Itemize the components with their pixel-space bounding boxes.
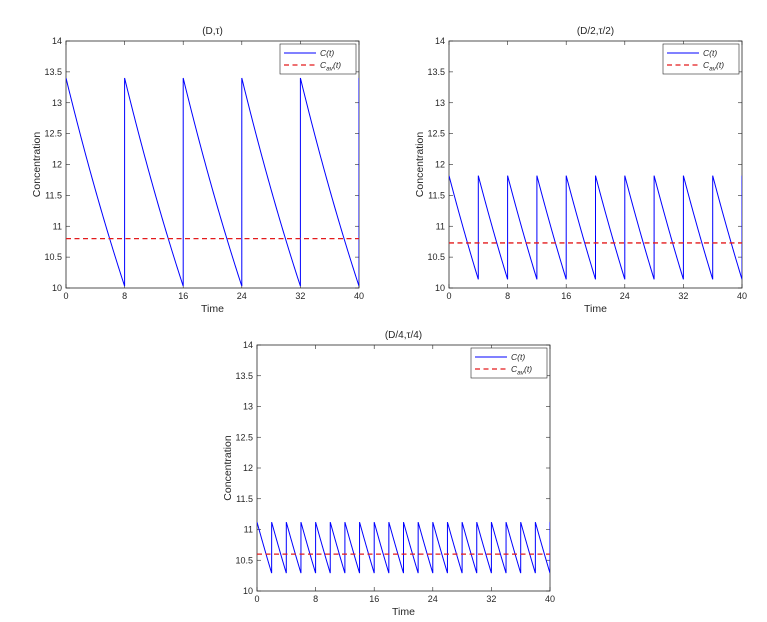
legend-label-arg: (t) <box>524 364 532 374</box>
legend-label-sub: av <box>517 370 525 377</box>
legend-label-arg: (t) <box>333 60 341 70</box>
legend-label: C(t) <box>703 48 717 58</box>
x-tick-label: 40 <box>545 594 555 604</box>
legend-box <box>279 43 357 75</box>
y-tick-label: 10 <box>243 586 253 596</box>
x-tick-label: 0 <box>254 594 259 604</box>
y-tick-label: 11.5 <box>45 190 62 200</box>
x-axis-label: Time <box>584 303 607 315</box>
chart-title: (D/2,τ/2) <box>577 26 614 37</box>
y-tick-label: 10.5 <box>44 252 62 262</box>
y-tick-label: 13 <box>243 402 253 412</box>
legend-label-sub: av <box>326 66 334 73</box>
x-tick-label: 0 <box>446 291 451 301</box>
legend-box <box>470 347 548 379</box>
x-axis-label: Time <box>392 606 415 618</box>
chart-panel-2: (D/2,τ/2) 10 10.5 11 11.5 12 12.5 13 13.5 14 0 8 16 2… <box>414 26 747 315</box>
x-tick-label: 0 <box>63 291 68 301</box>
series-line-ct <box>449 175 742 280</box>
y-tick-label: 11 <box>53 221 62 231</box>
y-tick-label: 14 <box>435 36 445 46</box>
x-tick-label: 24 <box>237 291 247 301</box>
legend: C(t)Cav(t) <box>662 43 740 75</box>
legend-label-arg: (t) <box>517 352 525 362</box>
y-axis-label: Concentration <box>414 132 426 198</box>
y-tick-label: 10.5 <box>427 252 445 262</box>
x-tick-label: 40 <box>354 291 364 301</box>
y-tick-label: 11.5 <box>428 190 445 200</box>
x-tick-label: 40 <box>737 291 747 301</box>
y-tick-label: 12 <box>435 160 445 170</box>
x-tick-label: 32 <box>486 594 496 604</box>
x-tick-label: 16 <box>178 291 188 301</box>
x-tick-label: 32 <box>678 291 688 301</box>
legend-label-main: C <box>320 60 327 70</box>
plot-area <box>65 40 360 289</box>
y-axis-label: Concentration <box>222 435 234 501</box>
legend-box <box>662 43 740 75</box>
y-tick-label: 13.5 <box>427 67 445 77</box>
x-tick-label: 32 <box>295 291 305 301</box>
legend: C(t)Cav(t) <box>279 43 357 75</box>
y-tick-label: 12 <box>243 463 253 473</box>
series-line-ct <box>66 77 359 287</box>
y-tick-label: 13 <box>435 98 445 108</box>
y-axis-label: Concentration <box>31 132 43 198</box>
legend-label: C(t) <box>320 48 334 58</box>
legend-label-main: C <box>703 60 710 70</box>
y-tick-label: 12.5 <box>427 129 445 139</box>
x-tick-label: 8 <box>122 291 127 301</box>
legend-label-main: C <box>511 352 518 362</box>
x-tick-label: 16 <box>369 594 379 604</box>
series-line-ct <box>257 521 550 574</box>
x-tick-label: 24 <box>620 291 630 301</box>
chart-title: (D/4,τ/4) <box>385 330 422 341</box>
y-tick-label: 14 <box>243 340 253 350</box>
chart-title: (D,τ) <box>202 26 223 37</box>
x-axis-label: Time <box>201 303 224 315</box>
y-tick-label: 10.5 <box>235 555 253 565</box>
legend-label: Cav(t) <box>320 60 341 73</box>
y-tick-label: 10 <box>52 283 62 293</box>
x-tick-label: 8 <box>505 291 510 301</box>
y-tick-label: 14 <box>52 36 62 46</box>
legend-label-arg: (t) <box>326 48 334 58</box>
y-tick-label: 13.5 <box>235 371 253 381</box>
x-tick-label: 8 <box>313 594 318 604</box>
legend-label: C(t) <box>511 352 525 362</box>
legend-label-arg: (t) <box>716 60 724 70</box>
legend-label-main: C <box>703 48 710 58</box>
legend-label-main: C <box>320 48 327 58</box>
y-tick-label: 13 <box>52 98 62 108</box>
y-tick-label: 11 <box>244 525 253 535</box>
legend: C(t)Cav(t) <box>470 347 548 379</box>
y-tick-label: 12.5 <box>44 129 62 139</box>
chart-panel-1: (D,τ) 10 10.5 11 11.5 12 12.5 13 13.5 14 0 8 16 24 32 4… <box>31 26 364 315</box>
y-tick-label: 12 <box>52 160 62 170</box>
legend-label-arg: (t) <box>709 48 717 58</box>
legend-label: Cav(t) <box>703 60 724 73</box>
y-tick-label: 13.5 <box>44 67 62 77</box>
y-tick-label: 10 <box>435 283 445 293</box>
x-tick-label: 24 <box>428 594 438 604</box>
y-tick-label: 11.5 <box>236 494 253 504</box>
legend-label: Cav(t) <box>511 364 532 377</box>
legend-label-sub: av <box>709 66 717 73</box>
y-tick-label: 12.5 <box>235 432 253 442</box>
legend-label-main: C <box>511 364 518 374</box>
chart-panel-3: (D/4,τ/4) 10 10.5 11 11.5 12 12.5 13 13.5 14 0 8 16 2… <box>222 330 555 618</box>
y-tick-label: 11 <box>436 221 445 231</box>
x-tick-label: 16 <box>561 291 571 301</box>
